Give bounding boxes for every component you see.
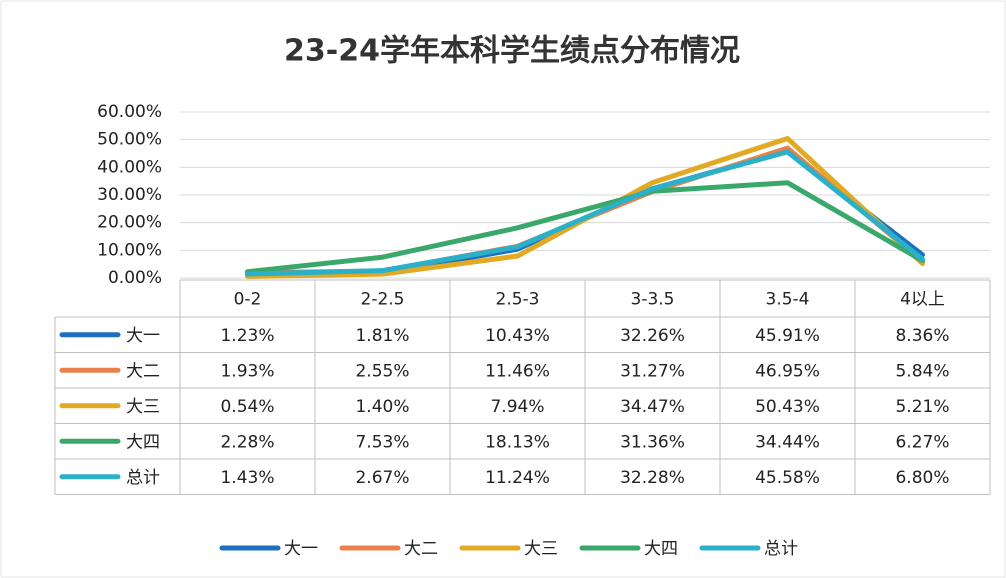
table-value: 1.23% bbox=[220, 326, 274, 346]
table-value: 8.36% bbox=[895, 326, 949, 346]
table-value: 11.46% bbox=[485, 361, 550, 381]
table-legend-label: 大三 bbox=[126, 397, 160, 417]
series-line bbox=[245, 149, 925, 277]
table-value: 34.44% bbox=[755, 432, 820, 452]
table-value: 46.95% bbox=[755, 361, 820, 381]
table-legend-label: 大二 bbox=[126, 361, 160, 381]
table-value: 2.67% bbox=[355, 468, 409, 488]
x-tick-label: 2.5-3 bbox=[496, 290, 540, 310]
table-legend-label: 大四 bbox=[126, 432, 160, 452]
table-value: 7.94% bbox=[490, 397, 544, 417]
table-value: 0.54% bbox=[220, 397, 274, 417]
table-value: 18.13% bbox=[485, 432, 550, 452]
legend-label: 大四 bbox=[644, 539, 678, 559]
table-value: 34.47% bbox=[620, 397, 685, 417]
table-value: 45.91% bbox=[755, 326, 820, 346]
x-tick-label: 3.5-4 bbox=[766, 290, 810, 310]
table-value: 1.43% bbox=[220, 468, 274, 488]
table-value: 5.21% bbox=[895, 397, 949, 417]
table-value: 50.43% bbox=[755, 397, 820, 417]
table-value: 10.43% bbox=[485, 326, 550, 346]
table-value: 7.53% bbox=[355, 432, 409, 452]
table-value: 31.36% bbox=[620, 432, 685, 452]
table-value: 5.84% bbox=[895, 361, 949, 381]
series-line bbox=[245, 180, 925, 275]
y-tick-label: 60.00% bbox=[97, 102, 162, 122]
table-legend-label: 总计 bbox=[126, 468, 160, 488]
legend-label: 总计 bbox=[764, 539, 798, 559]
table-value: 6.27% bbox=[895, 432, 949, 452]
legend-label: 大一 bbox=[284, 539, 318, 559]
table-value: 32.26% bbox=[620, 326, 685, 346]
chart-title: 23-24学年本科学生绩点分布情况 bbox=[284, 34, 740, 69]
table-value: 2.28% bbox=[220, 432, 274, 452]
y-tick-label: 10.00% bbox=[97, 240, 162, 260]
legend-label: 大三 bbox=[524, 539, 558, 559]
y-tick-label: 30.00% bbox=[97, 185, 162, 205]
table-value: 6.80% bbox=[895, 468, 949, 488]
x-tick-label: 0-2 bbox=[234, 290, 262, 310]
table-legend-label: 大一 bbox=[126, 326, 160, 346]
x-tick-label: 2-2.5 bbox=[361, 290, 405, 310]
table-value: 1.93% bbox=[220, 361, 274, 381]
table-value: 1.40% bbox=[355, 397, 409, 417]
y-tick-label: 40.00% bbox=[97, 157, 162, 177]
y-tick-label: 50.00% bbox=[97, 130, 162, 150]
y-tick-label: 20.00% bbox=[97, 213, 162, 233]
x-tick-label: 3-3.5 bbox=[631, 290, 675, 310]
x-tick-label: 4以上 bbox=[900, 290, 945, 310]
table-value: 45.58% bbox=[755, 468, 820, 488]
table-value: 2.55% bbox=[355, 361, 409, 381]
table-value: 32.28% bbox=[620, 468, 685, 488]
table-value: 1.81% bbox=[355, 326, 409, 346]
table-value: 11.24% bbox=[485, 468, 550, 488]
y-tick-label: 0.00% bbox=[108, 268, 162, 288]
table-value: 31.27% bbox=[620, 361, 685, 381]
legend-label: 大二 bbox=[404, 539, 438, 559]
